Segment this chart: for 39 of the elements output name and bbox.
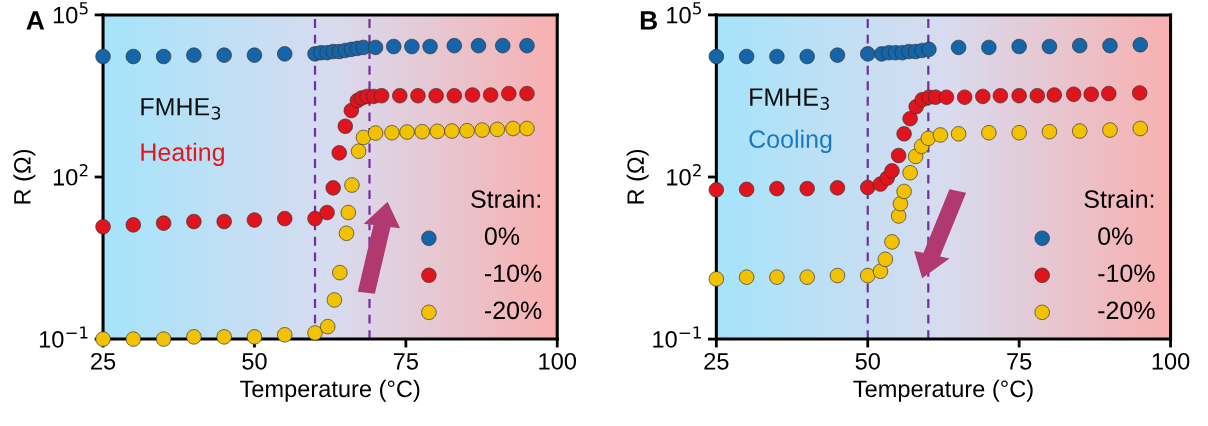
point <box>410 88 426 104</box>
x-tick-label: 100 <box>539 352 577 370</box>
annotation: Heating <box>141 142 224 166</box>
point <box>155 215 172 231</box>
legend-label: -20% <box>485 301 542 320</box>
x-tick-label: 25 <box>91 352 116 370</box>
y-tick-label: 10$^{−1}$ <box>653 326 701 348</box>
y-tick-label: 10$^{5}$ <box>667 2 701 24</box>
annotation: FMHE$_{3}$ <box>750 88 829 110</box>
chart-title: A <box>26 11 45 30</box>
legend-label: -10% <box>1098 264 1155 283</box>
legend-title: Strain: <box>471 189 540 208</box>
point <box>975 88 991 105</box>
legend-label: -10% <box>485 264 542 283</box>
x-axis-title: Temperature (°C) <box>853 379 1033 402</box>
chart-title: B <box>640 11 657 30</box>
y-tick-label: 10$^{−1}$ <box>39 326 88 348</box>
legend-label: -20% <box>1098 301 1155 320</box>
x-tick-label: 75 <box>393 353 418 370</box>
point <box>708 48 724 65</box>
annotation: Cooling <box>749 129 832 154</box>
x-tick-label: 50 <box>855 352 880 370</box>
x-tick-label: 25 <box>704 352 729 370</box>
x-tick-label: 75 <box>1007 353 1032 370</box>
y-axis-title: R (Ω) <box>13 149 36 204</box>
y-tick-label: 10$^{5}$ <box>53 2 88 24</box>
legend-label: 0% <box>484 227 520 246</box>
point <box>326 292 343 308</box>
legend-label: 0% <box>1098 227 1133 246</box>
y-axis-title: R (Ω) <box>626 149 649 204</box>
point <box>340 204 356 221</box>
y-tick-label: 10$^{2}$ <box>53 164 88 186</box>
x-axis-title: Temperature (°C) <box>240 379 420 402</box>
point <box>325 180 341 196</box>
annotation: FMHE$_{3}$ <box>141 98 221 120</box>
x-tick-label: 100 <box>1152 352 1190 370</box>
legend-title: Strain: <box>1084 189 1154 208</box>
y-tick-label: 10$^{2}$ <box>667 164 701 186</box>
x-tick-label: 50 <box>242 352 267 370</box>
